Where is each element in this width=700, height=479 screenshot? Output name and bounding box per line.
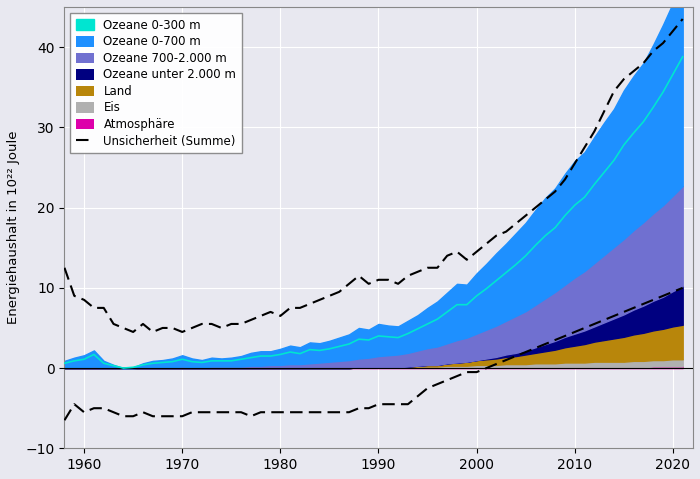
Y-axis label: Energiehaushalt in 10²² Joule: Energiehaushalt in 10²² Joule	[7, 131, 20, 324]
Legend: Ozeane 0-300 m, Ozeane 0-700 m, Ozeane 700-2.000 m, Ozeane unter 2.000 m, Land, : Ozeane 0-300 m, Ozeane 0-700 m, Ozeane 7…	[71, 13, 242, 153]
